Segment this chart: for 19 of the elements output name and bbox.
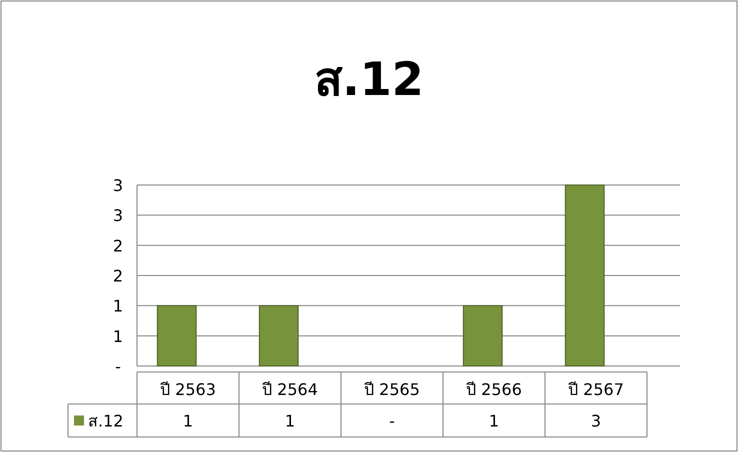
x-tick-label: ปี 2565: [364, 380, 420, 399]
x-tick-label: ปี 2564: [262, 380, 318, 399]
y-tick-label: 3: [112, 206, 124, 226]
data-label: 1: [284, 412, 296, 430]
y-tick-label: 1: [112, 296, 124, 316]
x-tick-label: ปี 2566: [466, 380, 522, 399]
data-label: 1: [182, 412, 194, 430]
y-tick-label: 3: [112, 176, 124, 195]
y-tick-label: 1: [112, 326, 124, 346]
y-tick-label: -: [115, 357, 121, 376]
data-label: -: [389, 412, 395, 430]
data-label: 3: [590, 412, 602, 430]
x-tick-label: ปี 2563: [160, 380, 216, 399]
y-tick-label: 2: [112, 266, 124, 286]
legend-label: ส.12: [88, 412, 124, 430]
y-tick-label: 2: [112, 236, 124, 256]
x-tick-label: ปี 2567: [568, 380, 624, 399]
data-label: 1: [488, 412, 500, 430]
chart-title: ส.12: [314, 52, 424, 106]
